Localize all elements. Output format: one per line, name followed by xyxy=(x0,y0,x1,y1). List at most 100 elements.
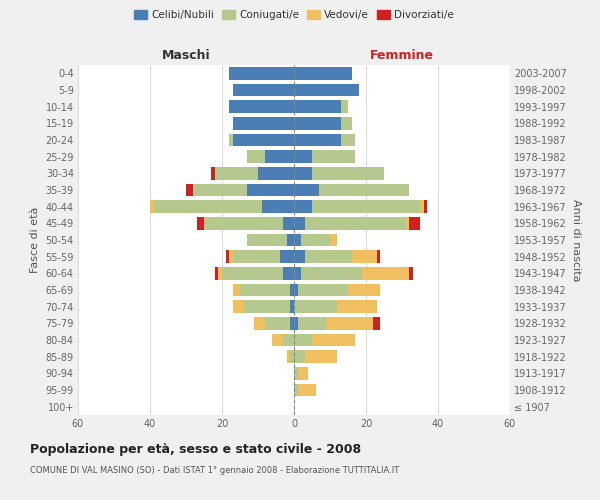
Bar xyxy=(247,184,294,196)
Bar xyxy=(294,384,298,396)
Bar xyxy=(305,250,352,263)
Bar xyxy=(215,267,218,280)
Text: COMUNE DI VAL MASINO (SO) - Dati ISTAT 1° gennaio 2008 - Elaborazione TUTTITALIA: COMUNE DI VAL MASINO (SO) - Dati ISTAT 1… xyxy=(30,466,399,475)
Bar xyxy=(294,134,341,146)
Bar xyxy=(283,334,294,346)
Bar xyxy=(312,150,355,163)
Bar xyxy=(341,100,348,113)
Bar xyxy=(233,300,244,313)
Bar xyxy=(341,117,352,130)
Bar xyxy=(280,250,294,263)
Bar xyxy=(290,284,294,296)
Bar xyxy=(294,117,341,130)
Bar xyxy=(215,167,258,179)
Bar xyxy=(229,134,233,146)
Bar xyxy=(298,384,316,396)
Bar xyxy=(247,150,265,163)
Bar xyxy=(305,217,406,230)
Bar xyxy=(294,334,312,346)
Bar xyxy=(233,134,294,146)
Bar xyxy=(244,300,290,313)
Text: Maschi: Maschi xyxy=(161,48,211,62)
Bar xyxy=(420,200,424,213)
Bar xyxy=(233,84,294,96)
Bar xyxy=(272,334,283,346)
Bar xyxy=(337,300,377,313)
Bar xyxy=(265,317,290,330)
Bar xyxy=(298,367,308,380)
Bar xyxy=(294,367,298,380)
Bar xyxy=(197,217,204,230)
Bar xyxy=(150,200,154,213)
Bar xyxy=(377,250,380,263)
Y-axis label: Fasce di età: Fasce di età xyxy=(30,207,40,273)
Bar xyxy=(352,250,377,263)
Bar xyxy=(330,234,337,246)
Bar xyxy=(233,250,280,263)
Bar xyxy=(406,217,409,230)
Bar xyxy=(283,217,294,230)
Text: Popolazione per età, sesso e stato civile - 2008: Popolazione per età, sesso e stato civil… xyxy=(30,442,361,456)
Bar xyxy=(294,250,305,263)
Bar xyxy=(290,350,294,363)
Bar xyxy=(298,284,348,296)
Bar xyxy=(312,200,420,213)
Bar xyxy=(265,150,294,163)
Bar xyxy=(294,84,359,96)
Bar xyxy=(247,234,287,246)
Bar xyxy=(229,100,294,113)
Bar xyxy=(290,300,294,313)
Bar xyxy=(373,317,380,330)
Bar xyxy=(240,284,290,296)
Bar xyxy=(294,317,298,330)
Bar xyxy=(294,184,319,196)
Bar xyxy=(312,334,355,346)
Bar xyxy=(222,267,283,280)
Bar xyxy=(409,267,413,280)
Legend: Celibi/Nubili, Coniugati/e, Vedovi/e, Divorziati/e: Celibi/Nubili, Coniugati/e, Vedovi/e, Di… xyxy=(131,7,457,24)
Bar xyxy=(186,184,193,196)
Bar xyxy=(262,200,294,213)
Bar xyxy=(294,150,312,163)
Bar xyxy=(312,167,384,179)
Bar xyxy=(226,250,229,263)
Bar xyxy=(294,267,301,280)
Text: Femmine: Femmine xyxy=(370,48,434,62)
Bar xyxy=(193,184,247,196)
Bar xyxy=(229,250,233,263)
Bar xyxy=(229,67,294,80)
Bar xyxy=(294,100,341,113)
Bar xyxy=(326,317,373,330)
Y-axis label: Anni di nascita: Anni di nascita xyxy=(571,198,581,281)
Bar xyxy=(294,284,298,296)
Bar xyxy=(287,350,290,363)
Bar xyxy=(301,234,330,246)
Bar xyxy=(362,267,409,280)
Bar xyxy=(154,200,262,213)
Bar xyxy=(424,200,427,213)
Bar xyxy=(290,317,294,330)
Bar xyxy=(258,167,294,179)
Bar xyxy=(233,117,294,130)
Bar xyxy=(341,134,355,146)
Bar xyxy=(298,317,326,330)
Bar xyxy=(204,217,283,230)
Bar xyxy=(233,284,240,296)
Bar xyxy=(294,234,301,246)
Bar xyxy=(294,67,352,80)
Bar xyxy=(294,350,305,363)
Bar xyxy=(348,284,380,296)
Bar xyxy=(218,267,222,280)
Bar xyxy=(294,300,337,313)
Bar xyxy=(294,167,312,179)
Bar xyxy=(301,267,362,280)
Bar xyxy=(294,200,312,213)
Bar xyxy=(211,167,215,179)
Bar xyxy=(287,234,294,246)
Bar xyxy=(409,217,420,230)
Bar xyxy=(283,267,294,280)
Bar xyxy=(294,217,305,230)
Bar xyxy=(319,184,409,196)
Bar xyxy=(254,317,265,330)
Bar xyxy=(305,350,337,363)
